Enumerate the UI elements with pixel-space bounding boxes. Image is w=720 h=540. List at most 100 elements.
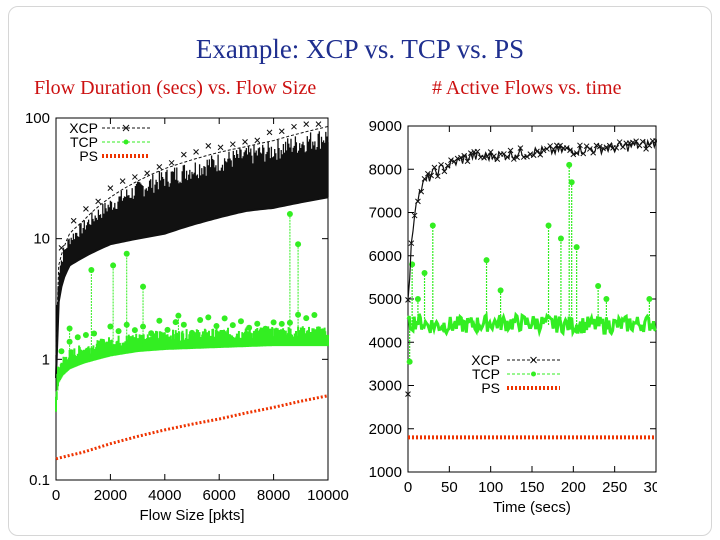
tcp-marker: [237, 318, 244, 325]
tcp-marker: [286, 211, 293, 218]
xcp-marker: [613, 144, 620, 151]
x-tick-label: 0: [52, 487, 60, 504]
tcp-marker: [66, 325, 73, 332]
xcp-marker: [242, 139, 248, 145]
right-chart-subtitle: # Active Flows vs. time: [432, 77, 622, 99]
slide-frame: [8, 6, 712, 536]
tcp-marker: [107, 323, 114, 330]
xcp-marker: [527, 151, 534, 157]
y-tick-label: 2000: [369, 421, 402, 438]
legend-label: XCP: [69, 120, 98, 136]
tcp-marker: [140, 323, 147, 330]
xcp-marker: [291, 123, 297, 130]
legend-label: TCP: [70, 134, 98, 150]
xcp-marker: [217, 144, 224, 151]
x-tick-label: 50: [441, 479, 458, 496]
tcp-marker: [262, 325, 269, 332]
tcp-marker: [172, 319, 179, 326]
tcp-marker: [115, 328, 122, 335]
y-tick-label: 1: [42, 351, 50, 368]
xcp-marker: [441, 168, 448, 175]
xcp-marker: [83, 206, 89, 212]
tcp-marker: [82, 331, 89, 338]
xcp-marker: [303, 121, 310, 127]
xcp-marker: [606, 142, 613, 149]
xcp-marker: [411, 212, 418, 219]
tcp-marker: [205, 314, 212, 321]
x-tick-label: 4000: [148, 487, 181, 504]
xcp-marker: [458, 154, 464, 161]
x-tick-label: 300: [643, 479, 657, 496]
y-tick-label: 4000: [369, 334, 402, 351]
y-tick-label: 10: [33, 231, 50, 248]
tcp-marker: [319, 328, 326, 335]
xcp-marker: [646, 142, 653, 149]
legend-marker: [531, 371, 536, 377]
x-tick-label: 8000: [257, 487, 290, 504]
xcp-marker: [156, 163, 163, 170]
y-tick-label: 9000: [369, 118, 402, 135]
tcp-marker: [545, 222, 552, 229]
tcp-marker: [58, 348, 65, 355]
tcp-marker: [483, 257, 490, 264]
x-axis-label: Time (secs): [493, 499, 571, 516]
tcp-marker: [568, 179, 575, 186]
xcp-marker: [514, 154, 520, 161]
x-tick-label: 100: [478, 479, 503, 496]
xcp-marker: [540, 147, 547, 154]
tcp-marker: [566, 161, 573, 168]
tcp-marker: [595, 283, 602, 290]
xcp-marker: [507, 147, 514, 154]
xcp-marker: [168, 159, 175, 166]
xcp-series-upper-edge: [55, 126, 329, 350]
plot-area: [407, 125, 657, 473]
xcp-marker: [434, 173, 441, 180]
x-tick-label: 6000: [203, 487, 236, 504]
xcp-marker: [70, 217, 77, 224]
tcp-marker: [295, 311, 302, 318]
x-tick-label: 150: [519, 479, 544, 496]
tcp-marker: [140, 283, 147, 290]
xcp-marker: [229, 141, 236, 148]
xcp-marker: [266, 129, 273, 136]
tcp-marker: [148, 330, 155, 337]
xcp-marker: [424, 170, 431, 177]
xcp-series-lower-edge: [55, 196, 329, 379]
legend-marker: [123, 139, 129, 145]
xcp-marker: [405, 297, 411, 303]
tcp-marker: [66, 338, 73, 345]
xcp-marker: [454, 155, 461, 162]
flow-duration-chart: 0 2000 4000 6000 8000 10000 0.1 1 10 100 Flow Size…: [25, 110, 349, 524]
tcp-marker: [246, 324, 253, 331]
tcp-marker: [180, 321, 187, 328]
slide-title: Example: XCP vs. TCP vs. PS: [195, 34, 525, 64]
tcp-marker: [91, 330, 98, 337]
x-axis-label: Flow Size [pkts]: [139, 507, 244, 524]
xcp-marker: [132, 174, 138, 180]
tcp-marker: [429, 222, 436, 229]
xcp-marker: [421, 176, 428, 182]
tcp-marker: [286, 319, 293, 326]
xcp-marker: [570, 151, 577, 158]
xcp-marker: [510, 156, 517, 162]
xcp-marker: [573, 150, 580, 156]
tcp-marker: [414, 296, 421, 302]
tcp-marker: [175, 312, 182, 319]
xcp-marker: [487, 149, 494, 155]
tcp-marker: [295, 241, 302, 248]
xcp-marker: [464, 158, 471, 165]
xcp-marker: [180, 151, 187, 158]
tcp-marker: [213, 323, 220, 330]
xcp-marker: [484, 153, 491, 160]
xcp-marker: [481, 154, 487, 161]
x-tick-label: 10000: [307, 487, 349, 504]
tcp-marker: [164, 326, 171, 333]
xcp-marker: [557, 142, 563, 149]
tcp-marker: [197, 317, 204, 324]
xcp-marker: [107, 185, 114, 192]
xcp-marker: [596, 143, 603, 150]
xcp-marker: [504, 154, 511, 160]
legend-label: PS: [79, 148, 98, 164]
y-tick-label: 100: [25, 110, 50, 127]
legend-label: PS: [481, 380, 500, 396]
